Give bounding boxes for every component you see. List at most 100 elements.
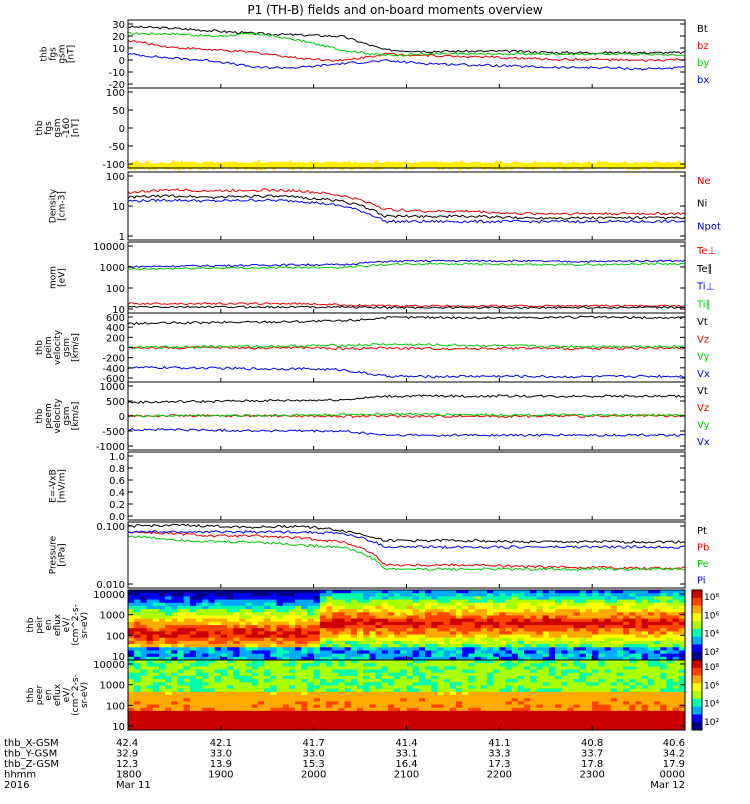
heatmap-cell bbox=[598, 605, 606, 610]
heatmap-cell bbox=[511, 599, 519, 604]
heatmap-cell bbox=[610, 618, 618, 623]
heatmap-cell bbox=[270, 679, 278, 683]
heatmap-cell bbox=[585, 631, 593, 636]
heatmap-cell bbox=[344, 669, 352, 674]
heatmap-cell bbox=[678, 660, 686, 664]
heatmap-cell bbox=[579, 688, 587, 693]
colorbar-cell bbox=[692, 722, 702, 731]
heatmap-cell bbox=[604, 615, 612, 620]
heatmap-cell bbox=[517, 669, 525, 674]
heatmap-cell bbox=[363, 599, 370, 604]
heatmap-cell bbox=[307, 720, 315, 725]
heatmap-cell bbox=[542, 625, 550, 629]
heatmap-cell bbox=[548, 675, 556, 680]
heatmap-cell bbox=[654, 720, 661, 725]
heatmap-cell bbox=[462, 704, 469, 709]
heatmap-cell bbox=[493, 672, 500, 677]
legend-label: Vx bbox=[697, 437, 710, 448]
heatmap-cell bbox=[196, 637, 203, 642]
heatmap-cell bbox=[152, 650, 160, 655]
heatmap-cell bbox=[152, 612, 160, 616]
heatmap-cell bbox=[189, 647, 197, 651]
heatmap-cell bbox=[431, 669, 438, 674]
heatmap-cell bbox=[282, 653, 290, 658]
heatmap-cell bbox=[629, 701, 636, 706]
heatmap-cell bbox=[456, 666, 463, 671]
heatmap-cell bbox=[220, 666, 228, 671]
heatmap-cell bbox=[301, 660, 308, 664]
heatmap-cell bbox=[332, 660, 339, 664]
heatmap-cell bbox=[282, 612, 290, 616]
heatmap-cell bbox=[363, 669, 370, 674]
heatmap-cell bbox=[629, 625, 636, 629]
heatmap-cell bbox=[499, 593, 507, 597]
heatmap-cell bbox=[301, 599, 308, 604]
heatmap-cell bbox=[146, 726, 154, 731]
heatmap-cell bbox=[165, 640, 172, 645]
heatmap-cell bbox=[177, 701, 185, 706]
heatmap-cell bbox=[555, 590, 562, 594]
heatmap-cell bbox=[555, 726, 562, 731]
heatmap-cell bbox=[375, 720, 383, 725]
heatmap-cell bbox=[449, 612, 457, 616]
heatmap-cell bbox=[313, 669, 321, 674]
heatmap-cell bbox=[326, 669, 333, 674]
heatmap-cell bbox=[462, 656, 469, 661]
heatmap-cell bbox=[140, 695, 148, 699]
heatmap-cell bbox=[678, 634, 686, 639]
heatmap-cell bbox=[456, 682, 463, 686]
heatmap-cell bbox=[412, 637, 420, 642]
heatmap-cell bbox=[493, 631, 500, 636]
heatmap-cell bbox=[363, 660, 370, 664]
heatmap-cell bbox=[517, 618, 525, 623]
heatmap-cell bbox=[555, 621, 562, 626]
heatmap-cell bbox=[245, 717, 253, 721]
heatmap-cell bbox=[666, 704, 674, 709]
heatmap-cell bbox=[660, 628, 667, 632]
heatmap-cell bbox=[542, 669, 550, 674]
heatmap-cell bbox=[134, 704, 141, 709]
heatmap-cell bbox=[189, 618, 197, 623]
heatmap-cell bbox=[573, 656, 581, 661]
heatmap-cell bbox=[579, 660, 587, 664]
heatmap-cell bbox=[208, 599, 216, 604]
heatmap-cell bbox=[165, 602, 172, 607]
heatmap-cell bbox=[344, 644, 352, 648]
heatmap-cell bbox=[654, 691, 661, 696]
heatmap-cell bbox=[567, 650, 575, 655]
heatmap-cell bbox=[183, 707, 191, 712]
heatmap-cell bbox=[480, 605, 488, 610]
heatmap-cell bbox=[301, 701, 308, 706]
heatmap-cell bbox=[140, 625, 148, 629]
heatmap-cell bbox=[536, 698, 544, 702]
heatmap-cell bbox=[598, 675, 606, 680]
heatmap-cell bbox=[573, 609, 581, 613]
heatmap-cell bbox=[517, 612, 525, 616]
heatmap-cell bbox=[629, 720, 636, 725]
heatmap-cell bbox=[598, 653, 606, 658]
heatmap-cell bbox=[579, 615, 587, 620]
heatmap-cell bbox=[189, 723, 197, 728]
heatmap-cell bbox=[369, 637, 377, 642]
heatmap-cell bbox=[412, 653, 420, 658]
heatmap-cell bbox=[654, 637, 661, 642]
heatmap-cell bbox=[134, 679, 141, 683]
heatmap-cell bbox=[511, 605, 519, 610]
heatmap-cell bbox=[629, 704, 636, 709]
heatmap-cell bbox=[425, 640, 432, 645]
heatmap-cell bbox=[288, 675, 296, 680]
heatmap-cell bbox=[400, 602, 407, 607]
heatmap-cell bbox=[647, 650, 655, 655]
heatmap-cell bbox=[400, 672, 407, 677]
heatmap-cell bbox=[344, 685, 352, 690]
heatmap-cell bbox=[363, 590, 370, 594]
heatmap-cell bbox=[678, 707, 686, 712]
heatmap-cell bbox=[499, 650, 507, 655]
heatmap-cell bbox=[468, 691, 476, 696]
heatmap-cell bbox=[647, 628, 655, 632]
heatmap-cell bbox=[158, 656, 166, 661]
heatmap-cell bbox=[245, 653, 253, 658]
heatmap-cell bbox=[468, 710, 476, 715]
heatmap-cell bbox=[567, 723, 575, 728]
heatmap-cell bbox=[456, 599, 463, 604]
